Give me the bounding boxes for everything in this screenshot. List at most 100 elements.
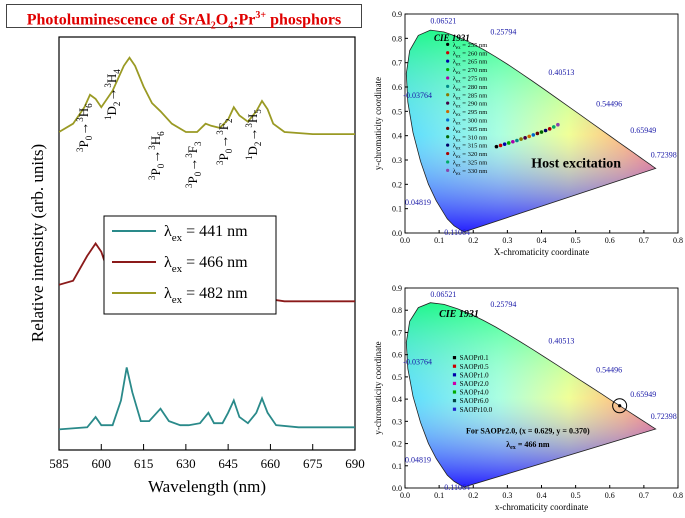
cie1-xtick-label: 0.1: [434, 236, 444, 245]
pl-legend-label-1: λex = 466 nm: [164, 254, 248, 275]
cie2-locus-label: 0.40513: [548, 337, 574, 346]
cie1-legend-label-7: λex = 290 nm: [453, 101, 488, 110]
cie1-xtick-label: 0.4: [537, 236, 547, 245]
pl-xtick-label: 600: [92, 456, 112, 471]
svg-text:1D2→3H5: 1D2→3H5: [244, 109, 263, 160]
pl-xtick-label: 660: [261, 456, 281, 471]
cie1-legend-marker-3: [446, 67, 450, 72]
cie1-legend-label-13: λex = 320 nm: [453, 151, 488, 160]
cie2-ytick-label: 0.2: [392, 440, 402, 449]
cie2-ytick-label: 0.9: [392, 284, 402, 293]
cie2-legend-marker-4: [452, 390, 457, 394]
cie2-data-point-0: [618, 404, 622, 408]
cie1-ytick-label: 0.6: [392, 83, 402, 92]
cie1-annotation: Host excitation: [531, 156, 621, 171]
cie2-legend-label-0: SAOPr0.1: [460, 354, 489, 362]
cie2-legend-marker-2: [452, 373, 457, 377]
pl-xtick-label: 675: [303, 456, 323, 471]
cie2-spectral-locus: [405, 302, 657, 488]
cie1-legend-marker-6: [446, 93, 450, 97]
cie1-legend-label-14: λex = 325 nm: [453, 159, 488, 168]
cie1-data-point-9: [531, 133, 536, 137]
cie1-legend-marker-4: [446, 76, 450, 80]
cie1-data-point-7: [523, 136, 527, 140]
chart-title: Photoluminescence of SrAl2O4:Pr3+ phosph…: [6, 4, 362, 32]
pl-annotation-2: 3P0→3H6: [147, 131, 166, 180]
cie1-legend-marker-0: [446, 42, 450, 46]
cie1-data-point-8: [527, 134, 532, 139]
pl-xtick-label: 645: [218, 456, 238, 471]
svg-text:3P0→3H6: 3P0→3H6: [147, 131, 166, 180]
cie1-ytick-label: 0.7: [392, 59, 402, 68]
cie2-ytick-label: 0.4: [392, 395, 402, 404]
cie1-locus-label: 0.40513: [548, 68, 574, 77]
cie2-legend-label-6: SAOPr10.0: [460, 406, 493, 414]
cie2-xtick-label: 0.8: [673, 491, 683, 500]
cie1-legend-label-5: λex = 280 nm: [453, 84, 488, 93]
cie1-legend-label-2: λex = 265 nm: [453, 59, 488, 68]
cie1-ytick-label: 0.8: [392, 34, 402, 43]
cie1-legend-marker-5: [446, 84, 450, 88]
cie2-ytick-label: 0.6: [392, 351, 402, 360]
cie2-xtick-label: 0.6: [605, 491, 615, 500]
cie2-locus-label: 0.11064: [444, 483, 470, 492]
cie1-data-point-14: [551, 125, 556, 129]
cie2-ytick-label: 0.0: [392, 484, 402, 493]
cie1-legend-marker-2: [446, 59, 450, 63]
cie2-xtick-label: 0.1: [434, 491, 444, 500]
cie1-locus-label: 0.06521: [430, 17, 456, 26]
cie2-legend-label-1: SAOPr0.5: [460, 363, 489, 371]
pl-legend-box: [103, 215, 277, 315]
cie1-locus-label: 0.72398: [651, 151, 677, 160]
cie1-legend-label-4: λex = 275 nm: [453, 75, 488, 84]
pl-plot-frame: [58, 36, 356, 451]
cie1-ytick-label: 0.0: [392, 229, 402, 238]
cie1-cie-title: CIE 1931: [434, 33, 470, 43]
cie1-ytick-label: 0.2: [392, 180, 402, 189]
cie1-data-point-11: [539, 130, 544, 134]
cie2-ytick-label: 0.3: [392, 417, 402, 426]
cie1-legend-label-8: λex = 295 nm: [453, 109, 488, 118]
cie2-legend-marker-3: [452, 381, 457, 386]
cie1-legend-marker-7: [446, 101, 450, 105]
cie2-annotation: For SAOPr2.0, (x = 0.629, y = 0.370): [466, 427, 590, 436]
cie2-legend-marker-6: [452, 407, 457, 411]
pl-annotation-3: 3P0→3F3: [184, 141, 203, 188]
cie1-legend-label-12: λex = 315 nm: [453, 143, 488, 152]
cie1-locus-label: 0.04819: [405, 198, 431, 207]
pl-annotation-0: 3P0→3H6: [75, 103, 94, 152]
cie1-legend-label-3: λex = 270 nm: [453, 67, 488, 76]
cie1-legend-label-11: λex = 310 nm: [453, 134, 488, 143]
cie2-xtick-label: 0.4: [537, 491, 547, 500]
cie1-spectral-locus: [405, 29, 657, 233]
cie1-legend-label-10: λex = 305 nm: [453, 126, 488, 135]
cie2-xtick-label: 0.5: [571, 491, 581, 500]
cie2-xtick-label: 0.0: [400, 491, 410, 500]
cie1-ytick-label: 0.4: [392, 132, 402, 141]
pl-series-line-0: [59, 367, 355, 431]
pl-xtick-label: 630: [176, 456, 196, 471]
cie1-data-point-0: [494, 144, 499, 149]
cie2-locus-label: 0.25794: [490, 300, 516, 309]
cie1-xtick-label: 0.2: [468, 236, 478, 245]
cie2-xtick-label: 0.2: [468, 491, 478, 500]
cie1-legend-marker-10: [446, 126, 450, 130]
cie1-data-point-6: [519, 137, 523, 141]
cie2-locus-label: 0.65949: [630, 390, 656, 399]
pl-xtick-label: 690: [345, 456, 365, 471]
cie2-ytick-label: 0.7: [392, 328, 402, 337]
cie1-legend-label-9: λex = 300 nm: [453, 117, 488, 126]
cie1-data-point-13: [547, 127, 552, 131]
pl-legend-label-2: λex = 482 nm: [164, 285, 248, 306]
pl-series-line-2: [59, 56, 355, 135]
cie1-data-point-4: [511, 139, 515, 144]
cie1-locus-label: 0.25794: [490, 28, 516, 37]
cie2-locus-label: -0.03764: [403, 358, 432, 367]
cie1-legend-marker-12: [446, 143, 450, 147]
svg-text:1D2→3H4: 1D2→3H4: [103, 69, 122, 120]
pl-xtick-label: 585: [49, 456, 69, 471]
cie2-legend-label-5: SAOPr6.0: [460, 397, 489, 405]
cie1-xtick-label: 0.0: [400, 236, 410, 245]
cie1-gamut-shade: [406, 30, 656, 232]
